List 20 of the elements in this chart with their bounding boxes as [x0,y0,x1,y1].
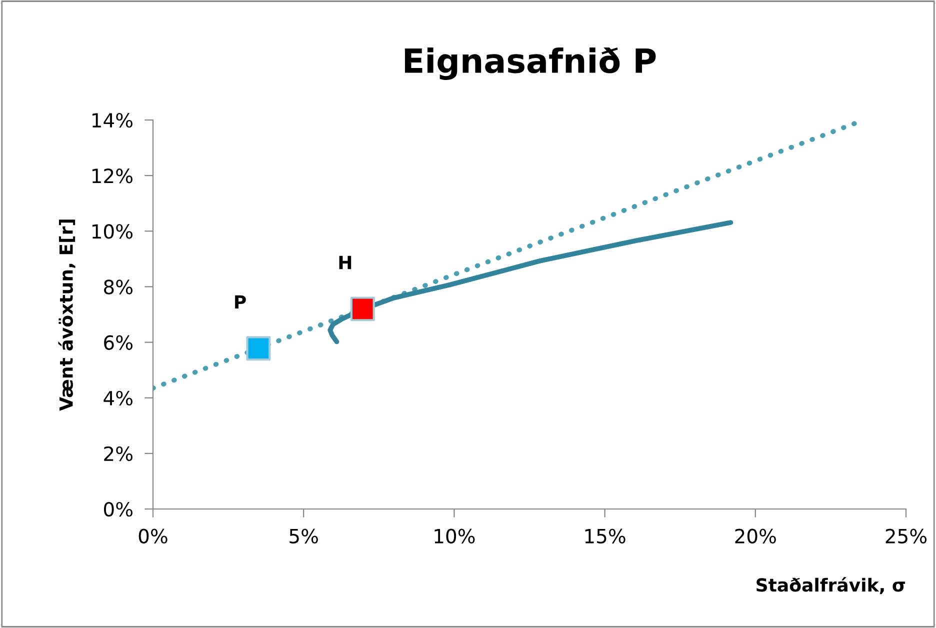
x-axis-title: Staðalfrávik, σ [756,577,906,594]
y-axis-title: Vænt ávöxtun, E[r] [58,220,76,411]
line-series [328,220,734,344]
y-tick-label: 0% [104,502,132,517]
series-label: P [235,295,246,309]
y-tick-label: 2% [104,446,132,462]
x-tick-label: 10% [434,528,475,544]
y-tick-label: 4% [104,390,132,406]
y-tick-label: 6% [104,335,132,350]
y-tick-label: 14% [92,112,132,128]
y-tick-label: 12% [92,168,132,184]
y-tick-label: 10% [92,224,132,239]
series-label: H [339,256,352,270]
x-tick-label: 0% [138,528,168,544]
chart-title: Eignasafnið P [404,47,656,80]
x-tick-label: 20% [735,528,776,544]
y-tick-label: 8% [104,280,132,294]
x-tick-label: 25% [886,528,927,544]
x-tick-label: 15% [585,528,626,544]
x-tick-label: 5% [290,528,318,544]
